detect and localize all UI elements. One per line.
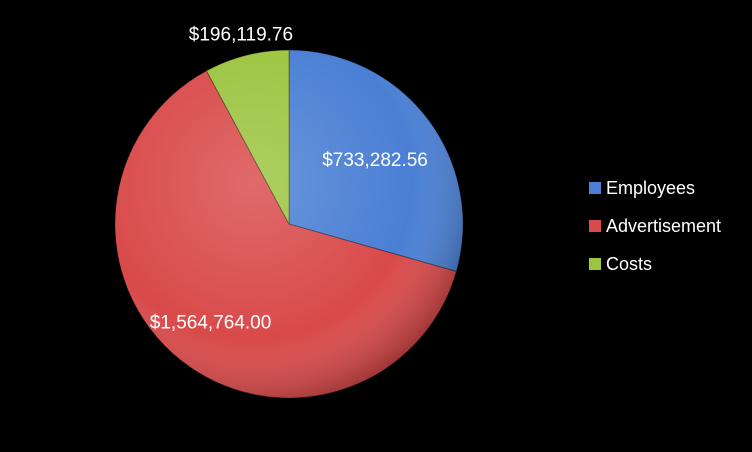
legend-item-advertisement: Advertisement — [589, 214, 721, 238]
legend-label: Advertisement — [606, 215, 722, 236]
pie-slices — [114, 49, 464, 399]
data-label-employees: $733,282.56 — [322, 150, 428, 171]
data-label-costs: $196,119.76 — [189, 24, 293, 45]
chart-legend: Employees Advertisement Costs — [589, 176, 721, 290]
legend-item-employees: Employees — [589, 176, 721, 200]
legend-item-costs: Costs — [589, 252, 721, 276]
legend-swatch — [589, 258, 601, 270]
pie-data-labels: $733,282.56 $1,564,764.00 $196,119.76 — [150, 24, 428, 333]
legend-swatch — [589, 182, 601, 194]
data-label-advertisement: $1,564,764.00 — [150, 313, 272, 334]
legend-swatch — [589, 220, 601, 232]
legend-label: Employees — [606, 177, 696, 198]
legend-label: Costs — [606, 253, 653, 274]
